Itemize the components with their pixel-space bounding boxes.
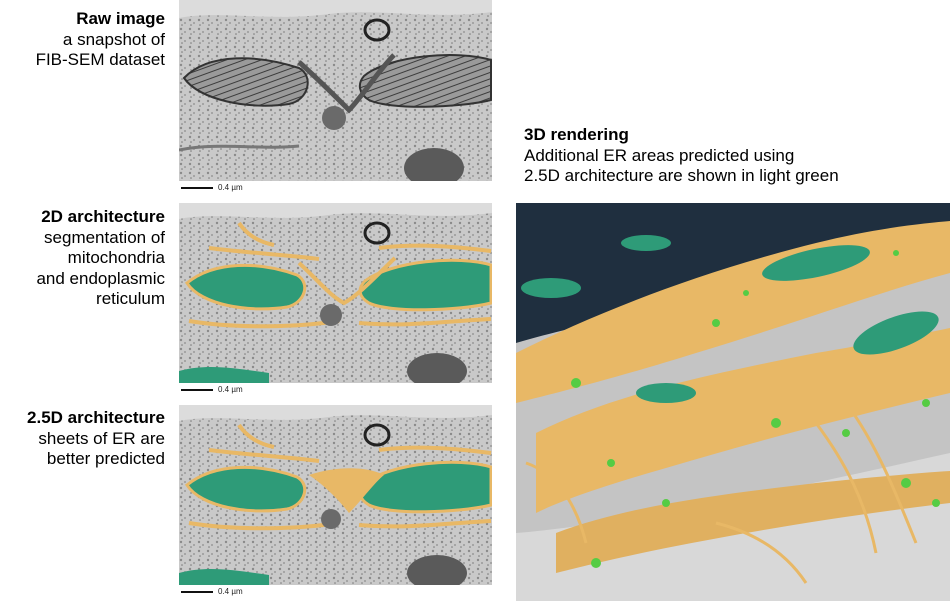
raw-image-caption: Raw image a snapshot of FIB-SEM dataset (0, 9, 165, 71)
25d-arch-desc-2: better predicted (46, 449, 165, 468)
2d-arch-desc-4: reticulum (96, 289, 165, 308)
scale-bar-label: 0.4 µm (218, 183, 243, 192)
25d-arch-desc-1: sheets of ER are (38, 428, 165, 448)
25d-arch-caption: 2.5D architecture sheets of ER are bette… (0, 408, 165, 470)
rendering-caption: 3D rendering Additional ER areas predict… (524, 125, 944, 187)
rendering-desc-1: Additional ER areas predicted using (524, 145, 795, 165)
25d-arch-panel (179, 405, 492, 585)
scale-bar-line (181, 187, 213, 189)
scale-bar-label: 0.4 µm (218, 587, 243, 596)
rendering-desc-2: 2.5D architecture are shown in light gre… (524, 166, 839, 185)
raw-image-desc-1: a snapshot of (62, 29, 165, 49)
scale-bar-line (181, 389, 213, 391)
raw-image-title: Raw image (76, 9, 165, 28)
scale-bar-label: 0.4 µm (218, 385, 243, 394)
raw-image-desc-2: FIB-SEM dataset (35, 50, 165, 69)
2d-arch-panel (179, 203, 492, 383)
rendering-title: 3D rendering (524, 125, 629, 144)
2d-arch-desc-1: segmentation of (44, 227, 165, 247)
3d-rendering-image (516, 203, 950, 601)
2d-arch-desc-2: mitochondria (67, 248, 165, 267)
25d-arch-title: 2.5D architecture (27, 408, 165, 427)
2d-arch-desc-3: and endoplasmic (36, 268, 165, 288)
scale-bar-line (181, 591, 213, 593)
raw-image-panel (179, 0, 492, 181)
2d-arch-title: 2D architecture (41, 207, 165, 226)
2d-arch-caption: 2D architecture segmentation of mitochon… (0, 207, 165, 310)
